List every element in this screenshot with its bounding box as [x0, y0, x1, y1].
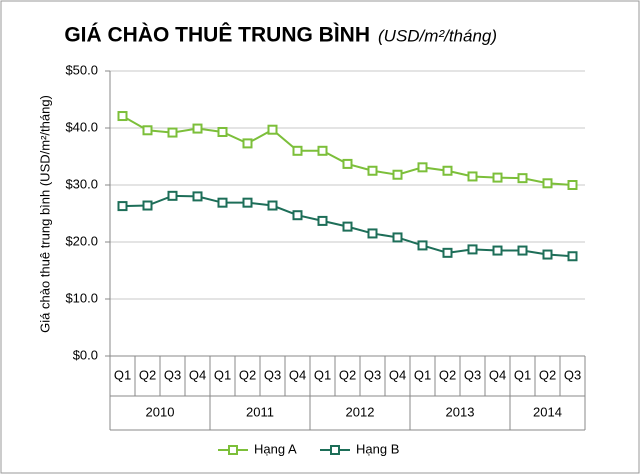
marker	[392, 169, 403, 180]
x-tick-label: Q3	[364, 367, 381, 382]
group-label: 2013	[446, 404, 475, 419]
group-label: 2012	[346, 404, 375, 419]
x-tick-label: Q4	[289, 367, 306, 382]
marker	[217, 126, 228, 137]
marker	[567, 180, 578, 190]
marker	[117, 111, 128, 122]
y-tick-label: $0.0	[73, 347, 98, 362]
marker	[442, 247, 453, 258]
legend-marker	[330, 445, 340, 455]
marker	[467, 244, 478, 255]
marker	[242, 197, 253, 208]
marker	[142, 200, 153, 211]
marker	[517, 173, 528, 184]
marker	[492, 245, 503, 256]
marker	[417, 162, 428, 173]
x-tick-label: Q3	[464, 367, 481, 382]
marker	[567, 251, 578, 262]
group-label: 2011	[246, 404, 274, 419]
x-tick-label: Q3	[564, 367, 581, 382]
marker	[342, 221, 353, 232]
group-label: 2014	[533, 404, 562, 419]
x-tick-label: Q4	[389, 367, 406, 382]
marker	[117, 201, 128, 212]
x-tick-label: Q1	[514, 367, 531, 382]
x-tick-label: Q4	[489, 367, 506, 382]
marker	[492, 172, 503, 183]
marker	[367, 165, 378, 176]
y-tick-label: $30.0	[65, 176, 98, 191]
marker	[267, 200, 278, 211]
y-tick-label: $40.0	[65, 119, 98, 134]
x-tick-label: Q2	[139, 367, 156, 382]
x-tick-label: Q2	[439, 367, 456, 382]
x-tick-label: Q1	[214, 367, 231, 382]
x-tick-label: Q3	[264, 367, 281, 382]
legend-marker	[228, 445, 238, 455]
x-tick-label: Q3	[164, 367, 181, 382]
y-tick-label: $10.0	[65, 290, 98, 305]
marker	[292, 145, 303, 156]
marker	[417, 240, 428, 251]
marker	[542, 249, 553, 260]
marker	[142, 125, 153, 136]
marker	[292, 210, 303, 221]
x-tick-label: Q2	[339, 367, 356, 382]
marker	[192, 123, 203, 134]
marker	[317, 215, 328, 226]
marker	[167, 127, 178, 138]
x-tick-label: Q2	[239, 367, 256, 382]
marker	[517, 245, 528, 256]
x-tick-label: Q1	[414, 367, 431, 382]
marker	[317, 145, 328, 156]
marker	[442, 165, 453, 176]
marker	[342, 158, 353, 169]
marker	[392, 232, 403, 243]
marker	[242, 138, 253, 149]
y-axis-label: Giá chào thuê trung bình (USD/m²/tháng)	[37, 95, 52, 333]
legend-label: Hạng A	[254, 441, 297, 456]
marker	[267, 124, 278, 135]
marker	[167, 190, 178, 201]
x-tick-label: Q2	[539, 367, 556, 382]
marker	[367, 228, 378, 239]
chart-subtitle: (USD/m²/tháng)	[378, 26, 497, 45]
marker	[467, 171, 478, 182]
marker	[217, 197, 228, 208]
x-tick-label: Q1	[114, 367, 131, 382]
y-tick-label: $20.0	[65, 233, 98, 248]
legend-label: Hạng B	[356, 441, 399, 456]
marker	[542, 178, 553, 189]
y-tick-label: $50.0	[65, 62, 98, 77]
marker	[192, 191, 203, 202]
chart-title: GIÁ CHÀO THUÊ TRUNG BÌNH	[64, 23, 370, 47]
x-tick-label: Q1	[314, 367, 331, 382]
group-label: 2010	[146, 404, 175, 419]
x-tick-label: Q4	[189, 367, 206, 382]
